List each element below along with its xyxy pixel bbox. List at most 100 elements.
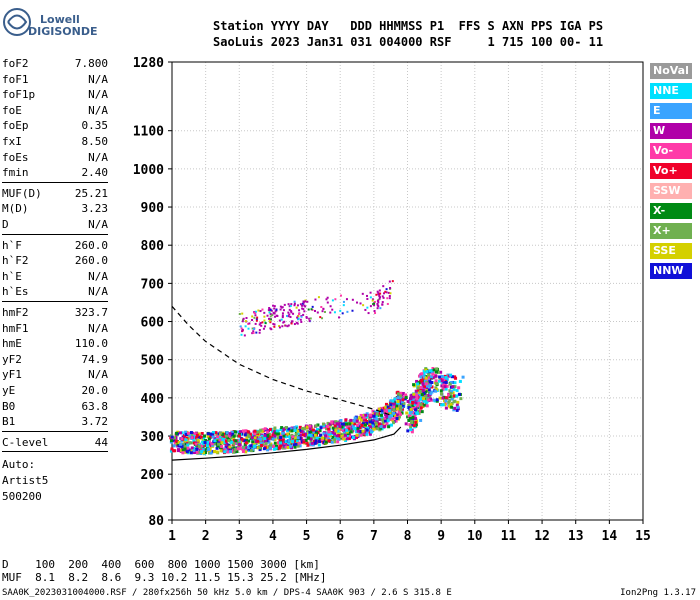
echo-point [192,435,196,439]
echo-point [270,328,273,331]
echo-point [308,433,312,437]
y-tick-label: 500 [141,354,165,369]
echo-point [367,423,371,427]
param-value: 8.50 [81,135,109,148]
echo-point [287,303,290,306]
x-tick-label: 12 [534,529,550,544]
echo-point [241,429,245,433]
echo-point [286,325,289,328]
echo-point [391,417,395,421]
param-row: MUF(D) 25.21 [2,186,108,201]
echo-point [429,397,433,401]
echo-point [336,440,340,444]
echo-point [234,439,238,443]
param-name: MUF(D) [2,186,42,200]
echo-point [213,439,217,443]
echo-point [379,307,382,310]
echo-point [172,449,176,453]
echo-point [321,436,325,440]
echo-point [382,296,385,299]
echo-point [218,436,222,440]
echo-point [442,383,446,387]
echo-point [430,390,434,394]
echo-point [406,415,410,419]
echo-point [451,391,455,395]
echo-point [323,310,326,313]
echo-point [314,298,317,301]
echo-point [217,442,221,446]
echo-point [186,446,190,450]
echo-point [457,392,461,396]
echo-point [425,370,429,374]
echo-point [434,379,438,383]
legend-item-nne: NNE [650,83,692,99]
echo-point [338,425,342,429]
echo-point [331,299,334,302]
echo-point [353,427,357,431]
echo-point [263,433,267,437]
echo-point [263,427,267,431]
echo-point [228,450,232,454]
param-value: 3.72 [81,415,109,429]
echo-point [184,430,188,434]
param-row: D N/A [2,217,108,232]
echo-point [306,300,309,303]
echo-point [310,308,313,311]
echo-point [177,444,181,448]
echo-point [198,436,202,440]
echo-point [419,406,423,410]
echo-point [331,430,335,434]
echo-point [444,375,448,379]
param-separator [2,430,108,432]
echo-point [172,436,176,440]
echo-point [300,429,304,433]
echo-point [377,422,381,426]
echo-point [273,307,276,310]
echo-point [324,440,328,444]
param-value: 74.9 [81,352,109,366]
echo-point [273,438,277,442]
echo-point [268,446,272,450]
echo-point [283,435,287,439]
param-row: h`F 260.0 [2,238,108,253]
echo-point [283,320,286,323]
echo-point [258,448,262,452]
echo-point [306,443,310,447]
echo-point [281,312,284,315]
echo-point [409,425,413,429]
param-row: B1 3.72 [2,414,108,429]
echo-point [220,432,224,436]
echo-point [417,384,421,388]
echo-point [201,442,205,446]
echo-point [219,449,223,453]
param-row: foF2 7.800 [2,56,108,71]
echo-point [282,434,286,438]
echo-point [432,368,436,372]
param-separator [2,233,108,235]
auto-scaling-line: Artist5 [2,474,49,487]
echo-point [273,428,277,432]
echo-point [425,386,429,390]
echo-point [296,429,300,433]
echo-point [262,447,266,451]
echo-point [385,414,389,418]
param-row: B0 63.8 [2,399,108,414]
echo-point [334,420,338,424]
echo-point [440,396,444,400]
echo-point [400,411,404,415]
echo-point [413,402,417,406]
echo-point [350,421,354,425]
echo-point [409,410,413,414]
echo-point [395,404,399,408]
echo-point [389,423,393,427]
echo-point [345,422,349,426]
echo-point [444,396,448,400]
echo-point [254,314,257,317]
param-name: fmin [2,166,29,180]
echo-point [256,316,259,319]
echo-point [366,297,369,300]
muf-row: MUF 8.1 8.2 8.6 9.3 10.2 11.5 15.3 25.2 … [2,571,327,584]
echo-point [273,426,277,430]
echo-point [435,398,439,402]
